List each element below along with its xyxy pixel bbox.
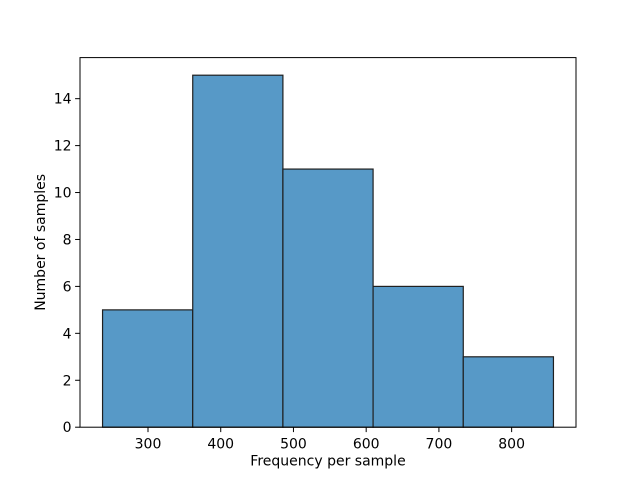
x-tick-label: 400	[207, 437, 234, 453]
y-tick-label: 10	[54, 186, 72, 202]
x-tick-label: 800	[498, 437, 525, 453]
plot-border	[79, 57, 577, 428]
y-tick-label: 4	[63, 326, 72, 342]
x-tick-label: 600	[353, 437, 380, 453]
y-axis-label: Number of samples	[33, 174, 49, 311]
x-axis-label: Frequency per sample	[250, 454, 405, 470]
y-tick-label: 2	[63, 373, 72, 389]
histogram-bar	[282, 168, 374, 428]
histogram-bar	[101, 309, 194, 428]
axes-layer: 300 400 500 600 700 800 0 2 4 6 8 10 12 14	[54, 57, 577, 453]
x-tick-label: 500	[280, 437, 307, 453]
y-tick-label: 8	[63, 232, 72, 248]
histogram-bar	[192, 74, 284, 428]
y-tick-label: 0	[63, 420, 72, 436]
y-tick-label: 14	[54, 92, 72, 108]
y-tick-label: 6	[63, 279, 72, 295]
x-tick-label: 300	[135, 437, 162, 453]
x-tick-label: 700	[426, 437, 453, 453]
histogram-bar	[462, 356, 555, 428]
bars-layer	[101, 74, 555, 428]
y-tick-label: 12	[54, 139, 72, 155]
histogram-bar	[372, 285, 464, 428]
